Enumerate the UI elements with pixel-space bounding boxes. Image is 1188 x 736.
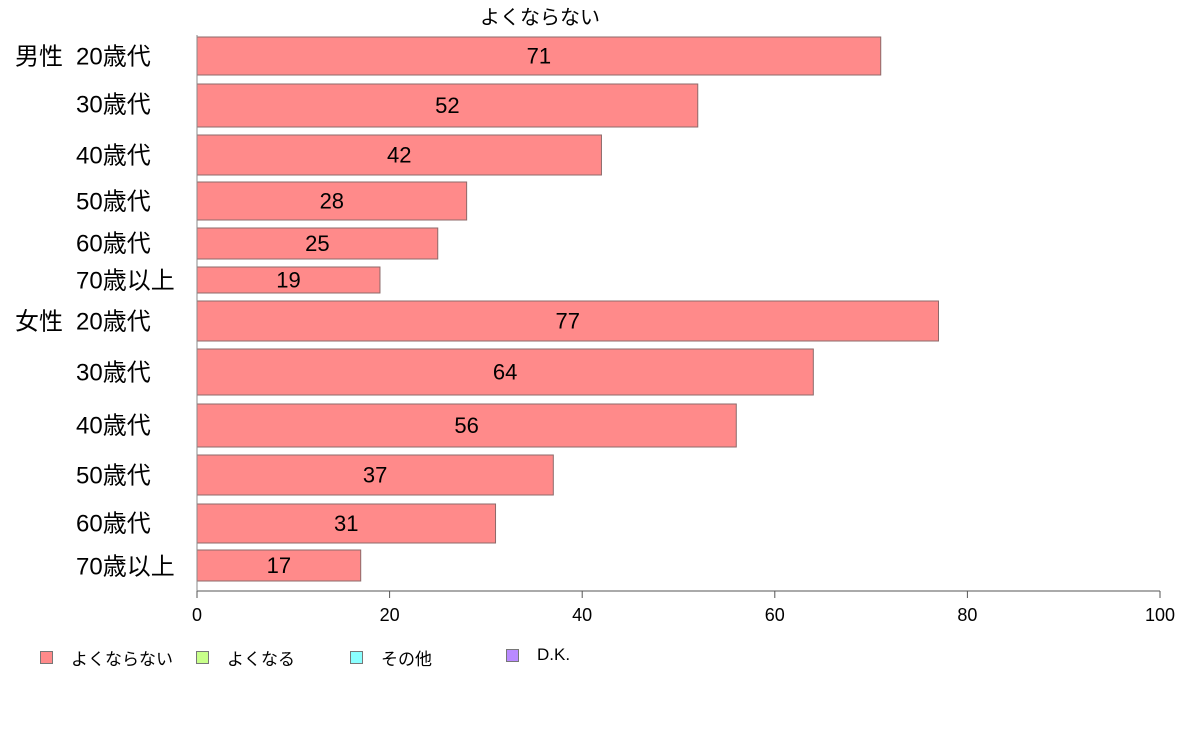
category-label: 40歳代 <box>76 143 151 170</box>
bar <box>196 134 602 176</box>
data-label: 56 <box>454 413 478 438</box>
category-label: 20歳代 <box>76 309 151 336</box>
x-tick-label: 100 <box>1145 605 1175 625</box>
category-label: 30歳代 <box>76 92 151 119</box>
category-label: 60歳代 <box>76 231 151 258</box>
legend-item-dk: D.K. <box>506 645 570 665</box>
category-labels: 20歳代 30歳代 40歳代 50歳代 60歳代 70歳以上 20歳代 30歳代 40歳代 50歳… <box>15 44 175 581</box>
category-label: 40歳代 <box>76 413 151 440</box>
legend-label: その他 <box>381 650 432 669</box>
x-axis: 0 20 40 60 80 100 <box>192 35 1175 625</box>
legend-swatch <box>506 648 519 662</box>
data-label: 52 <box>435 93 459 118</box>
category-label: 50歳代 <box>76 189 151 216</box>
data-label: 77 <box>556 309 580 334</box>
x-tick-label: 80 <box>957 605 977 625</box>
bar <box>196 300 940 342</box>
group-label: 男性 <box>15 44 63 71</box>
group-label: 女性 <box>15 309 63 336</box>
legend-label: よくなる <box>227 650 295 669</box>
x-tick-label: 60 <box>765 605 785 625</box>
legend-label: D.K. <box>537 645 571 664</box>
bar <box>196 549 362 582</box>
data-label: 31 <box>334 511 358 536</box>
bar <box>196 503 497 544</box>
category-label: 30歳代 <box>76 360 151 387</box>
bar <box>196 181 468 221</box>
data-label: 19 <box>276 268 300 293</box>
x-tick-label: 40 <box>572 605 592 625</box>
data-label: 37 <box>363 463 387 488</box>
category-label: 50歳代 <box>76 463 151 490</box>
legend-swatch <box>40 651 53 664</box>
data-label: 42 <box>387 143 411 168</box>
data-label: 25 <box>305 231 329 256</box>
legend-label: よくならない <box>71 650 173 669</box>
data-label: 64 <box>493 360 517 385</box>
bar <box>196 83 699 128</box>
legend: よくならない よくなる その他 D.K. <box>40 645 640 670</box>
data-label: 17 <box>267 553 291 578</box>
category-label: 60歳代 <box>76 511 151 538</box>
x-tick-label: 0 <box>192 605 202 625</box>
bar <box>196 227 439 260</box>
bar <box>196 454 554 496</box>
legend-item-yokunaranai: よくならない <box>40 645 173 670</box>
data-label: 71 <box>527 44 551 69</box>
data-label: 28 <box>320 189 344 214</box>
legend-swatch <box>350 651 363 664</box>
category-label: 70歳以上 <box>76 554 175 581</box>
legend-swatch <box>196 651 209 664</box>
category-label: 70歳以上 <box>76 268 175 295</box>
x-tick-label: 20 <box>380 605 400 625</box>
category-label: 20歳代 <box>76 44 151 71</box>
legend-item-yokunaru: よくなる <box>196 645 295 670</box>
legend-item-sonota: その他 <box>350 645 432 670</box>
bar <box>196 36 882 76</box>
chart-title: よくならない <box>480 7 600 29</box>
